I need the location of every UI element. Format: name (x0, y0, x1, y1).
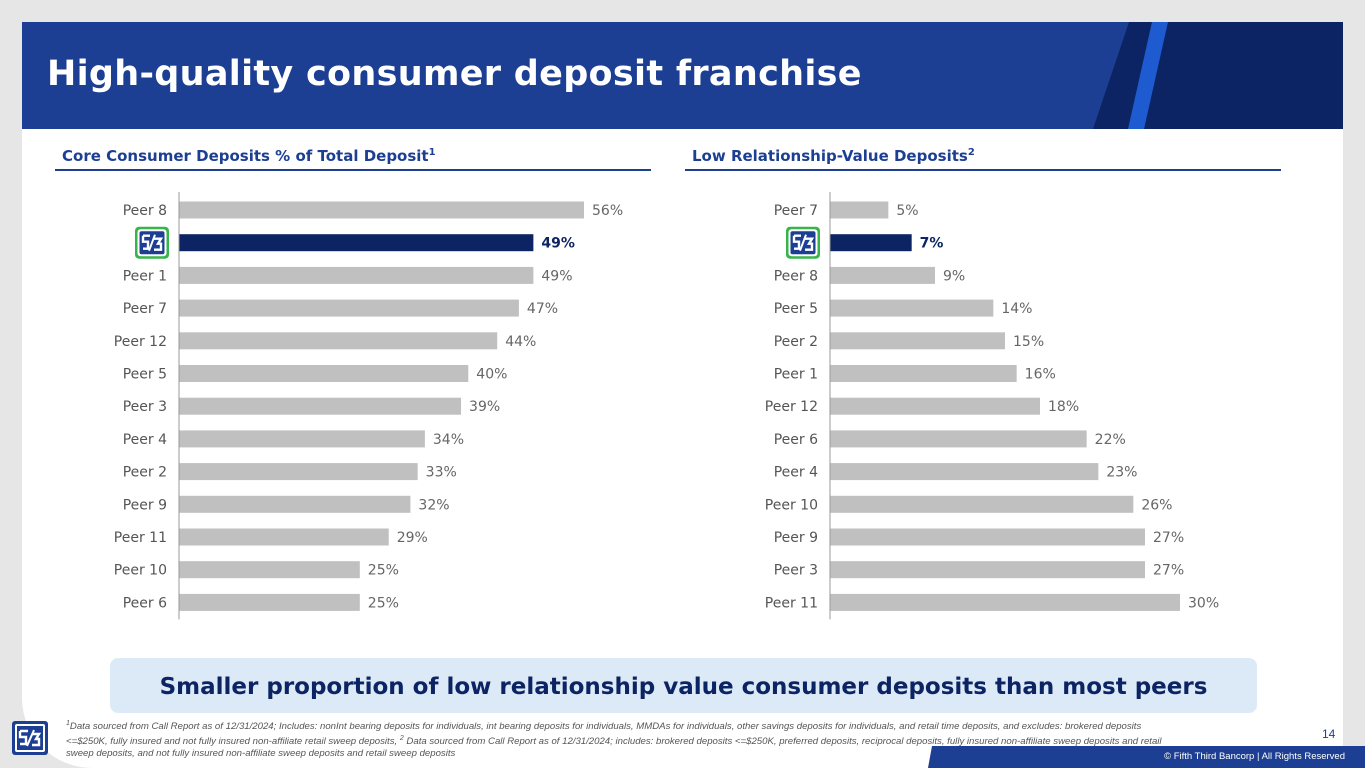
right-chart-value-label: 22% (1095, 432, 1126, 448)
right-chart-value-label: 18% (1048, 399, 1079, 415)
left-chart-bar (179, 266, 534, 284)
left-chart-value-label: 44% (505, 334, 536, 350)
left-chart-value-label: 34% (433, 432, 464, 448)
right-chart-value-label: 14% (1001, 301, 1032, 317)
right-chart-bar (830, 365, 1017, 382)
right-chart-value-label: 5% (896, 203, 918, 219)
right-chart-category-label: Peer 4 (774, 465, 818, 481)
right-bar-chart: 5% Peer 7 7% 9% Peer 8 14% Peer 5 15% Peer 2 16% P… (765, 192, 1219, 620)
left-chart-category-label: Peer 10 (114, 563, 167, 579)
right-chart-bar (830, 561, 1145, 579)
right-chart-fifth-third-logo-icon (786, 226, 820, 259)
left-chart-category-label: Peer 3 (123, 399, 167, 415)
left-chart-value-label: 25% (368, 595, 399, 611)
left-chart-bar (179, 528, 389, 546)
right-chart-category-label: Peer 9 (774, 530, 818, 546)
footnote: 1Data sourced from Call Report as of 12/… (66, 720, 1162, 760)
left-chart-value-label: 33% (426, 465, 457, 481)
right-chart-bar (830, 234, 912, 252)
right-chart-value-label: 7% (920, 236, 944, 252)
left-chart-bar (179, 234, 534, 252)
left-chart-category-label: Peer 9 (123, 497, 167, 513)
left-chart-fifth-third-logo-icon (135, 226, 169, 259)
right-chart-bar (830, 528, 1145, 546)
left-chart-bar (179, 561, 360, 579)
summary-banner-text: Smaller proportion of low relationship v… (159, 674, 1208, 700)
left-chart-bar (179, 463, 418, 481)
right-chart-category-label: Peer 1 (774, 367, 818, 383)
left-chart-bar (179, 397, 462, 415)
left-chart-rule (55, 169, 651, 171)
right-chart-category-label: Peer 2 (774, 334, 818, 350)
right-chart-category-label: Peer 11 (765, 595, 818, 611)
left-chart-category-label: Peer 12 (114, 334, 167, 350)
right-chart-value-label: 26% (1141, 497, 1172, 513)
right-chart-value-label: 27% (1153, 563, 1184, 579)
left-chart-category-label: Peer 1 (123, 268, 167, 284)
left-chart-category-label: Peer 8 (123, 203, 167, 219)
title-bar-accent (1093, 22, 1343, 129)
left-chart-bar (179, 332, 498, 350)
left-chart-value-label: 32% (418, 497, 449, 513)
left-chart-value-label: 40% (476, 367, 507, 383)
left-chart-category-label: Peer 5 (123, 367, 167, 383)
right-chart-bar (830, 299, 994, 317)
left-chart-value-label: 47% (527, 301, 558, 317)
left-chart-value-label: 25% (368, 563, 399, 579)
right-chart-value-label: 23% (1106, 465, 1137, 481)
right-chart-bar (830, 332, 1005, 350)
left-chart-bar (179, 593, 360, 611)
right-chart-category-label: Peer 10 (765, 497, 818, 513)
left-chart-bar (179, 365, 469, 382)
right-chart-value-label: 9% (943, 268, 965, 284)
right-chart-bar (830, 495, 1134, 513)
right-chart-bar (830, 430, 1087, 448)
left-chart-value-label: 29% (397, 530, 428, 546)
copyright-text: © Fifth Third Bancorp | All Rights Reser… (1164, 751, 1345, 762)
right-chart-value-label: 27% (1153, 530, 1184, 546)
left-chart-value-label: 56% (592, 203, 623, 219)
left-chart-bar (179, 201, 584, 219)
left-chart-category-label: Peer 11 (114, 530, 167, 546)
summary-banner: Smaller proportion of low relationship v… (110, 658, 1257, 713)
right-chart-bar (830, 593, 1180, 611)
left-chart-title: Core Consumer Deposits % of Total Deposi… (62, 147, 436, 165)
right-chart-title: Low Relationship-Value Deposits2 (692, 147, 975, 165)
right-chart-category-label: Peer 7 (774, 203, 818, 219)
right-chart-category-label: Peer 5 (774, 301, 818, 317)
right-chart-bar (830, 201, 889, 219)
right-chart-bar (830, 397, 1040, 415)
left-chart-bar (179, 299, 519, 317)
right-chart-category-label: Peer 3 (774, 563, 818, 579)
left-chart-category-label: Peer 6 (123, 595, 167, 611)
left-chart-category-label: Peer 7 (123, 301, 167, 317)
right-chart-bar (830, 266, 935, 284)
right-chart-category-label: Peer 8 (774, 268, 818, 284)
right-chart-category-label: Peer 6 (774, 432, 818, 448)
left-chart-bar (179, 495, 411, 513)
right-chart-value-label: 30% (1188, 595, 1219, 611)
left-chart-category-label: Peer 2 (123, 465, 167, 481)
left-chart-value-label: 49% (541, 268, 572, 284)
right-chart-category-label: Peer 12 (765, 399, 818, 415)
right-chart-bar (830, 463, 1099, 481)
page-number: 14 (1322, 727, 1336, 741)
right-chart-rule (685, 169, 1281, 171)
page-title: High-quality consumer deposit franchise (47, 54, 862, 94)
right-chart-value-label: 15% (1013, 334, 1044, 350)
left-chart-bar (179, 430, 425, 448)
left-chart-category-label: Peer 4 (123, 432, 167, 448)
left-bar-chart: 56% Peer 8 49% 49% Peer 1 47% Peer 7 44% Peer 12… (114, 192, 623, 620)
left-chart-value-label: 49% (541, 236, 575, 252)
copyright-bar (928, 746, 1365, 768)
right-chart-value-label: 16% (1025, 367, 1056, 383)
fifth-third-logo-icon (12, 721, 48, 759)
slide: High-quality consumer deposit franchise … (22, 22, 1343, 768)
left-chart-value-label: 39% (469, 399, 500, 415)
